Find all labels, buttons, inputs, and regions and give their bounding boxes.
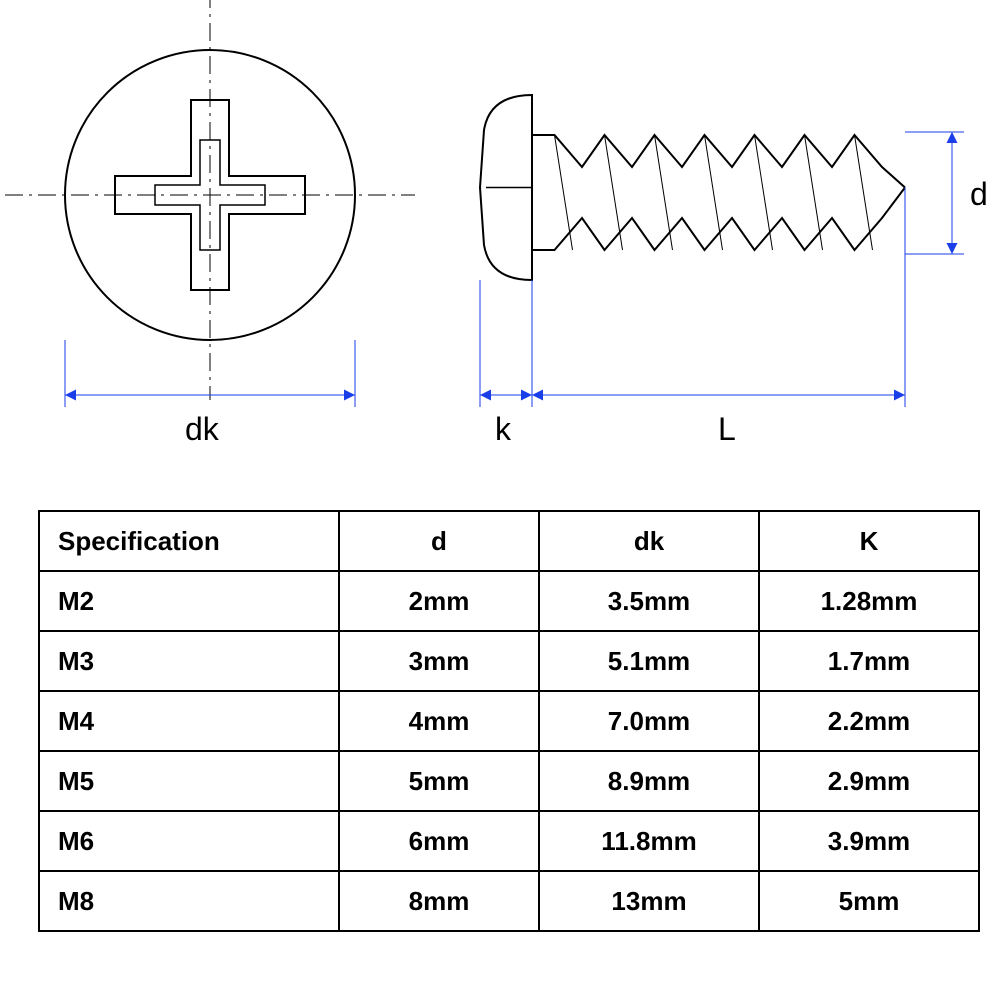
table-row: M55mm8.9mm2.9mm xyxy=(39,751,979,811)
table-row: M88mm13mm5mm xyxy=(39,871,979,931)
table-row: M44mm7.0mm2.2mm xyxy=(39,691,979,751)
label-L: L xyxy=(718,411,736,447)
label-dk: dk xyxy=(185,411,220,447)
table-header-row: SpecificationddkK xyxy=(39,511,979,571)
col-0: Specification xyxy=(39,511,339,571)
label-d: d xyxy=(970,176,988,212)
table-row: M66mm11.8mm3.9mm xyxy=(39,811,979,871)
col-3: K xyxy=(759,511,979,571)
col-2: dk xyxy=(539,511,759,571)
table-row: M33mm5.1mm1.7mm xyxy=(39,631,979,691)
col-1: d xyxy=(339,511,539,571)
spec-table: SpecificationddkKM22mm3.5mm1.28mmM33mm5.… xyxy=(38,510,980,932)
table-row: M22mm3.5mm1.28mm xyxy=(39,571,979,631)
label-k: k xyxy=(495,411,512,447)
